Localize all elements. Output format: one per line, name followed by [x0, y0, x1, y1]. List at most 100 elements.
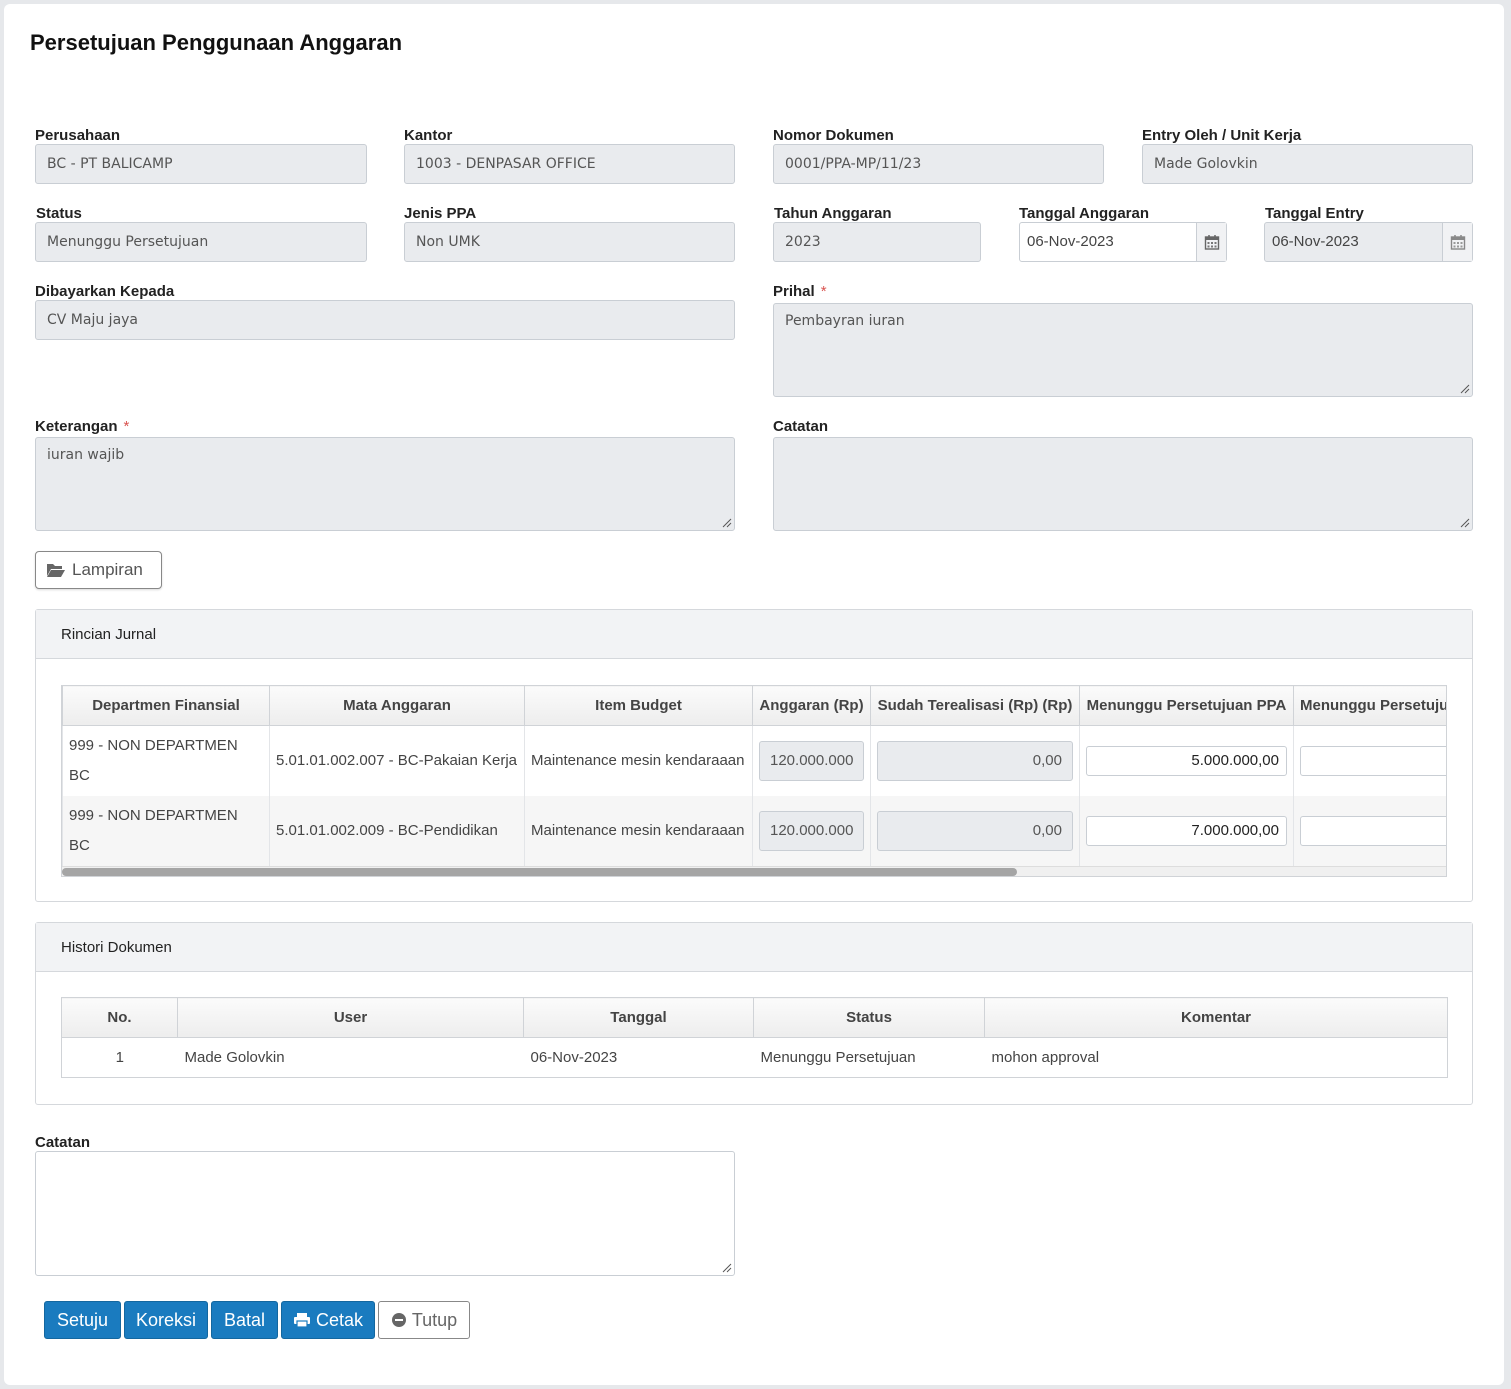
tutup-button[interactable]: Tutup	[378, 1301, 470, 1339]
prihal-value: Pembayran iuran	[785, 313, 905, 329]
status-field[interactable]: Menunggu Persetujuan	[35, 222, 367, 262]
menunggu-2-cell	[1293, 795, 1446, 866]
histori-header-row: No. User Tanggal Status Komentar	[61, 997, 1448, 1038]
col-menunggu-ppa[interactable]: Menunggu Persetujuan PPA	[1079, 685, 1294, 726]
terealisasi-field[interactable]: 0,00	[877, 810, 1073, 851]
catatan-textarea[interactable]	[773, 437, 1473, 531]
dept-cell: 999 - NON DEPARTMEN BC	[62, 725, 270, 796]
batal-button[interactable]: Batal	[211, 1301, 278, 1339]
tanggal-entry-value: 06-Nov-2023	[1272, 233, 1359, 250]
tahun-anggaran-label: Tahun Anggaran	[774, 205, 892, 222]
dept-line1: 999 - NON DEPARTMEN	[69, 736, 238, 754]
menunggu-2-input[interactable]	[1300, 815, 1446, 846]
col-mata-anggaran[interactable]: Mata Anggaran	[269, 685, 525, 726]
horizontal-scrollbar[interactable]	[62, 866, 1446, 876]
perusahaan-label: Perusahaan	[35, 127, 121, 144]
keterangan-value: iuran wajib	[47, 447, 125, 463]
col-status[interactable]: Status	[753, 997, 985, 1038]
prihal-label-text: Prihal	[773, 283, 815, 300]
mata-anggaran-cell: 5.01.01.002.007 - BC-Pakaian Kerja	[269, 725, 525, 796]
jenis-ppa-label: Jenis PPA	[404, 205, 477, 222]
entry-oleh-field[interactable]: Made Golovkin	[1142, 144, 1473, 184]
cetak-button[interactable]: Cetak	[281, 1301, 375, 1339]
col-tanggal[interactable]: Tanggal	[523, 997, 754, 1038]
catatan-bottom-textarea[interactable]	[35, 1151, 735, 1276]
dept-cell: 999 - NON DEPARTMEN BC	[62, 795, 270, 866]
main-panel: Persetujuan Penggunaan Anggaran Perusaha…	[4, 4, 1504, 1385]
status-label: Status	[36, 205, 82, 222]
kantor-label: Kantor	[404, 127, 453, 144]
keterangan-label-text: Keterangan	[35, 418, 118, 435]
calendar-icon[interactable]	[1196, 223, 1226, 261]
catatan-bottom-label: Catatan	[35, 1134, 91, 1151]
tahun-anggaran-field[interactable]: 2023	[773, 222, 981, 262]
calendar-icon[interactable]	[1442, 223, 1472, 261]
perusahaan-field[interactable]: BC - PT BALICAMP	[35, 144, 367, 184]
resize-handle-icon[interactable]	[722, 518, 732, 528]
dibayarkan-field[interactable]: CV Maju jaya	[35, 300, 735, 340]
anggaran-field[interactable]: 120.000.000	[759, 810, 864, 851]
col-item-budget[interactable]: Item Budget	[524, 685, 753, 726]
lampiran-label: Lampiran	[72, 560, 143, 579]
resize-handle-icon[interactable]	[1460, 384, 1470, 394]
rincian-header-row: Departmen Finansial Mata Anggaran Item B…	[62, 685, 1446, 726]
setuju-label: Setuju	[56, 1309, 109, 1330]
col-departmen[interactable]: Departmen Finansial	[62, 685, 270, 726]
table-row: 999 - NON DEPARTMEN BC 5.01.01.002.009 - …	[62, 795, 1446, 866]
histori-table: No. User Tanggal Status Komentar 1 Made …	[61, 997, 1448, 1078]
user-cell: Made Golovkin	[184, 1049, 285, 1066]
nomor-dokumen-field[interactable]: 0001/PPA-MP/11/23	[773, 144, 1104, 184]
col-terealisasi[interactable]: Sudah Terealisasi (Rp) (Rp)	[870, 685, 1080, 726]
col-menunggu-2[interactable]: Menunggu Persetuju	[1293, 685, 1446, 726]
tanggal-entry-label: Tanggal Entry	[1265, 205, 1364, 222]
tanggal-entry-field[interactable]: 06-Nov-2023	[1264, 222, 1473, 262]
keterangan-textarea[interactable]: iuran wajib	[35, 437, 735, 531]
anggaran-field[interactable]: 120.000.000	[759, 740, 864, 781]
entry-oleh-label: Entry Oleh / Unit Kerja	[1142, 127, 1302, 144]
komentar-cell: mohon approval	[991, 1049, 1100, 1066]
koreksi-label: Koreksi	[135, 1309, 197, 1330]
col-komentar[interactable]: Komentar	[984, 997, 1448, 1038]
nomor-dokumen-label: Nomor Dokumen	[773, 127, 894, 144]
resize-handle-icon[interactable]	[722, 1263, 732, 1273]
col-anggaran[interactable]: Anggaran (Rp)	[752, 685, 871, 726]
required-mark: *	[123, 418, 130, 435]
col-no[interactable]: No.	[61, 997, 178, 1038]
tanggal-anggaran-field[interactable]: 06-Nov-2023	[1019, 222, 1227, 262]
col-user[interactable]: User	[177, 997, 524, 1038]
tutup-label: Tutup	[411, 1309, 458, 1330]
menunggu-ppa-cell: 7.000.000,00	[1079, 795, 1294, 866]
dept-line2: BC	[69, 766, 90, 784]
terealisasi-field[interactable]: 0,00	[877, 740, 1073, 781]
batal-label: Batal	[223, 1309, 266, 1330]
resize-handle-icon[interactable]	[1460, 518, 1470, 528]
menunggu-ppa-cell: 5.000.000,00	[1079, 725, 1294, 796]
prihal-label: Prihal *	[773, 283, 827, 300]
kantor-field[interactable]: 1003 - DENPASAR OFFICE	[404, 144, 735, 184]
table-row: 1 Made Golovkin 06-Nov-2023 Menunggu Per…	[62, 1038, 1448, 1078]
mata-anggaran-cell: 5.01.01.002.009 - BC-Pendidikan	[269, 795, 525, 866]
minus-circle-icon	[391, 1313, 406, 1327]
terealisasi-cell: 0,00	[870, 795, 1080, 866]
menunggu-ppa-input[interactable]: 7.000.000,00	[1086, 815, 1287, 846]
lampiran-button[interactable]: Lampiran	[35, 551, 162, 589]
koreksi-button[interactable]: Koreksi	[124, 1301, 208, 1339]
keterangan-label: Keterangan *	[35, 418, 129, 435]
menunggu-2-input[interactable]	[1300, 745, 1446, 776]
scrollbar-thumb[interactable]	[62, 868, 1017, 876]
rincian-jurnal-title: Rincian Jurnal	[36, 610, 1472, 659]
rincian-jurnal-panel: Rincian Jurnal Departmen Finansial Mata …	[35, 609, 1473, 902]
setuju-button[interactable]: Setuju	[44, 1301, 121, 1339]
menunggu-ppa-input[interactable]: 5.000.000,00	[1086, 745, 1287, 776]
rincian-table-wrapper: Departmen Finansial Mata Anggaran Item B…	[61, 685, 1447, 877]
dibayarkan-label: Dibayarkan Kepada	[35, 283, 175, 300]
print-icon	[293, 1313, 310, 1328]
tanggal-cell: 06-Nov-2023	[530, 1049, 618, 1066]
cetak-label: Cetak	[315, 1309, 364, 1330]
item-budget-cell: Maintenance mesin kendaraaan	[524, 725, 753, 796]
prihal-textarea[interactable]: Pembayran iuran	[773, 303, 1473, 397]
folder-open-icon	[47, 564, 65, 577]
item-budget-cell: Maintenance mesin kendaraaan	[524, 795, 753, 866]
jenis-ppa-field[interactable]: Non UMK	[404, 222, 735, 262]
tanggal-anggaran-value: 06-Nov-2023	[1027, 233, 1114, 250]
